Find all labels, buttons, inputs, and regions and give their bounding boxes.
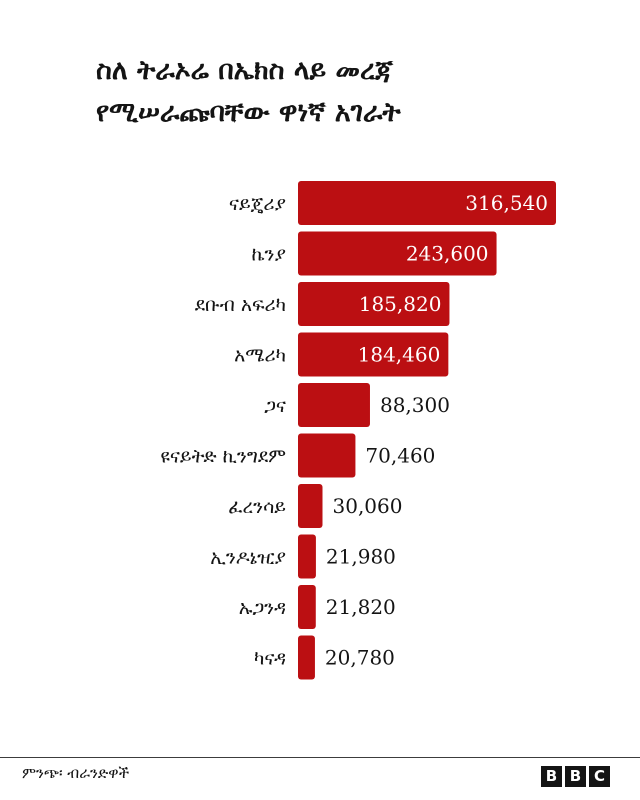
category-label: ጋና <box>264 395 286 417</box>
value-label: 243,600 <box>406 242 489 266</box>
bar <box>298 433 356 478</box>
value-label: 20,780 <box>325 646 395 670</box>
value-label: 88,300 <box>380 393 450 417</box>
category-label: ካናዳ <box>254 648 286 670</box>
bar <box>298 585 316 629</box>
category-label: ኬንያ <box>251 244 286 266</box>
logo-letter-b2: B <box>565 766 586 787</box>
value-label: 21,820 <box>326 595 396 619</box>
category-label: አሜሪካ <box>234 345 286 367</box>
bar <box>298 534 316 579</box>
value-label: 316,540 <box>465 191 548 215</box>
category-label: ፈረንሳይ <box>228 496 286 518</box>
logo-letter-b1: B <box>541 766 562 787</box>
category-label: ኡጋንዳ <box>239 597 286 619</box>
bar <box>298 484 323 528</box>
bar <box>298 282 450 326</box>
footer-divider <box>0 757 640 758</box>
bar <box>298 635 315 680</box>
title-line-2: የሚሠራጩባቸው ዋነኛ አገራት <box>96 97 401 128</box>
value-label: 30,060 <box>333 494 403 518</box>
title-line-1: ስለ ትራኦሬ በኤክስ ላይ መረጃ <box>96 55 393 86</box>
value-label: 70,460 <box>365 444 435 468</box>
chart-title: ስለ ትራኦሬ በኤክስ ላይ መረጃ የሚሠራጩባቸው ዋነኛ አገራት <box>96 50 616 134</box>
category-label: ናይጄሪያ <box>229 193 286 215</box>
category-label: ዩናይትድ ኪንግደም <box>160 446 286 468</box>
bar <box>298 383 370 427</box>
logo-letter-c: C <box>589 766 610 787</box>
bbc-logo: B B C <box>541 766 610 787</box>
bar-chart: ናይጄሪያ 316,540 ኬንያ 243,600 ደቡብ አፍሪካ 185,820 አሜሪ… <box>160 181 556 680</box>
bar <box>298 181 556 225</box>
bar <box>298 231 497 276</box>
value-label: 21,980 <box>326 545 396 569</box>
source-note: ምንጭ፡ ብራንድዋች <box>22 764 130 782</box>
category-label: ደቡብ አፍሪካ <box>195 294 286 316</box>
value-label: 185,820 <box>359 292 442 316</box>
value-label: 184,460 <box>358 343 441 367</box>
bar <box>298 332 449 377</box>
category-label: ኢንዶኔዢያ <box>210 547 286 569</box>
